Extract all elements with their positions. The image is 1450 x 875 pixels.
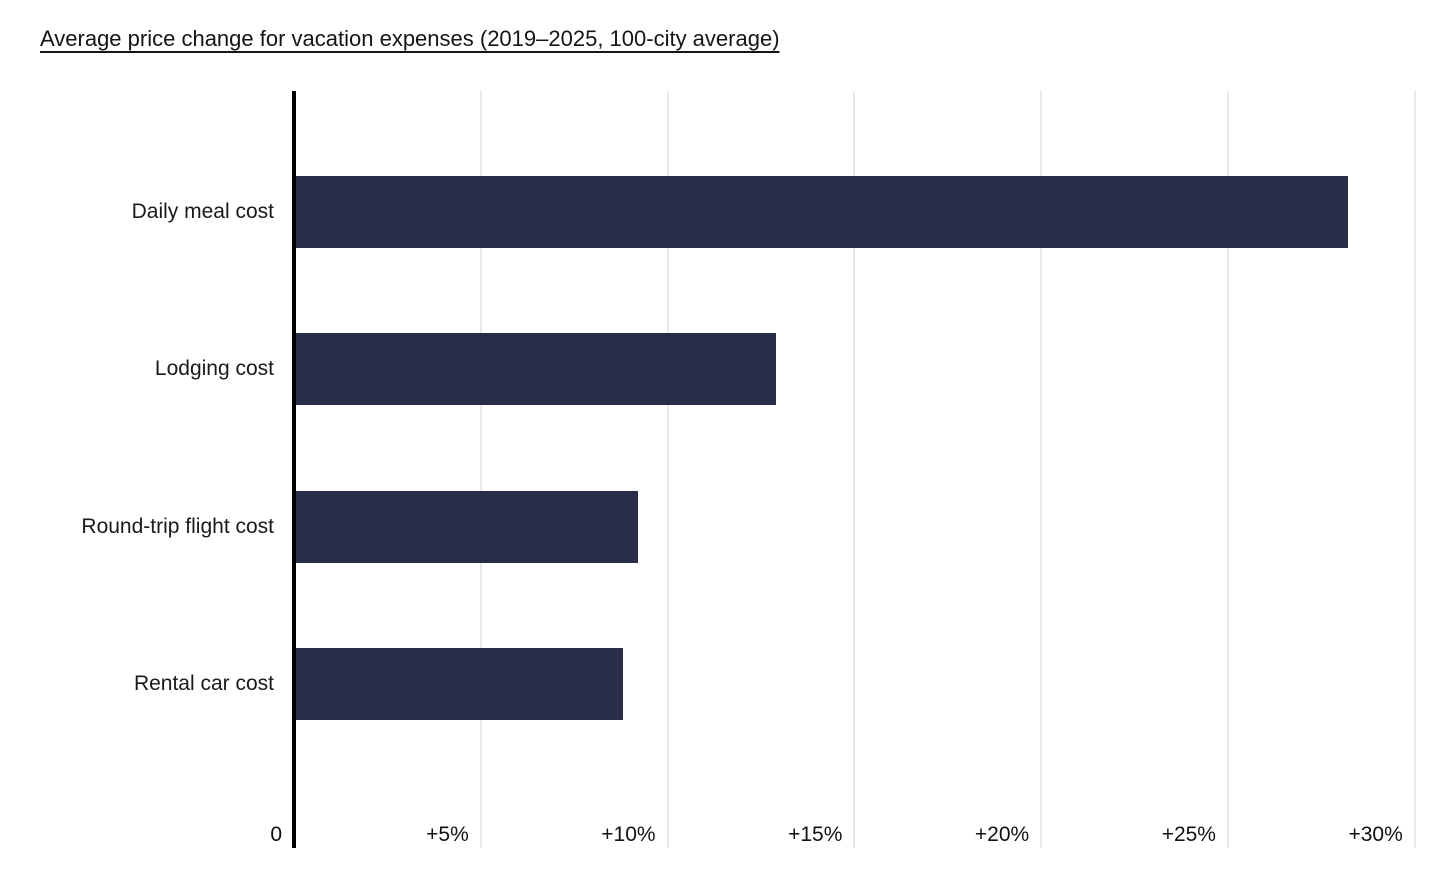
category-label-lodging-cost: Lodging cost — [154, 357, 274, 381]
chart-title: Average price change for vacation expens… — [40, 26, 780, 51]
gridline-x-25 — [1226, 91, 1229, 848]
plot-area: 0 +5% +10% +15% +20% +25% +30% — [270, 91, 1426, 848]
x-tick-label-20: +20% — [974, 822, 1030, 846]
x-tick-label-5: +5% — [426, 822, 469, 846]
bar-lodging-cost — [294, 333, 776, 406]
x-tick-label-0: 0 — [270, 822, 282, 846]
x-tick-label-30: +30% — [1348, 822, 1403, 846]
gridline-x-10 — [666, 91, 669, 848]
category-label-round-trip-flight-cost: Round-trip flight cost — [81, 514, 274, 538]
bar-round-trip-flight-cost — [294, 490, 638, 563]
x-tick-label-25: +25% — [1161, 822, 1216, 846]
gridline-x-30 — [1413, 91, 1416, 848]
gridline-x-5 — [479, 91, 482, 848]
y-axis-line — [292, 91, 296, 848]
x-tick-label-15: +15% — [788, 822, 843, 846]
bar-daily-meal-cost — [294, 176, 1348, 248]
gridline-x-15 — [853, 91, 856, 848]
category-label-daily-meal-cost: Daily meal cost — [131, 200, 274, 223]
category-label-rental-car-cost: Rental car cost — [133, 671, 274, 695]
x-tick-label-10: +10% — [601, 822, 656, 846]
bar-rental-car-cost — [294, 647, 623, 720]
gridline-x-20 — [1040, 91, 1043, 848]
